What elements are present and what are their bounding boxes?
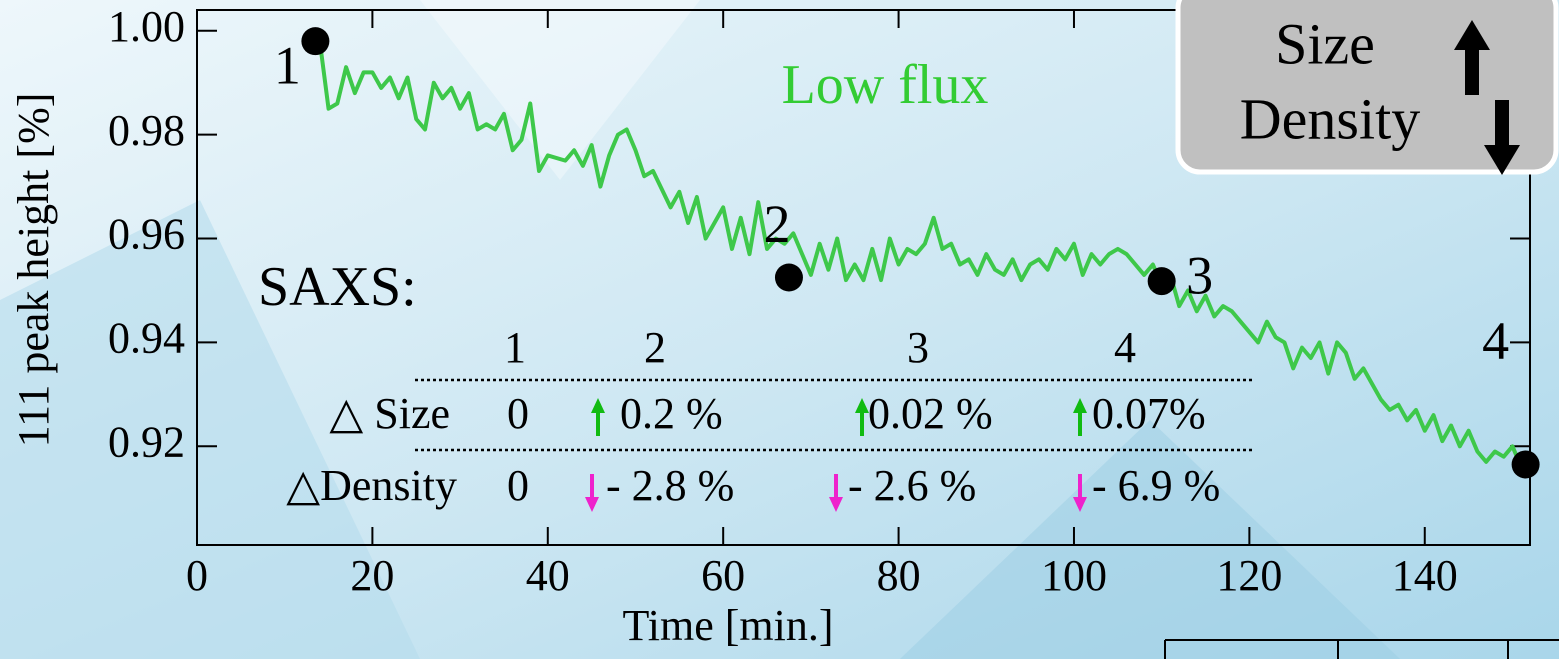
y-axis-label: 111 peak height [%] bbox=[9, 93, 58, 448]
x-tick-label: 0 bbox=[186, 551, 208, 600]
background-shape bbox=[900, 420, 1400, 659]
x-tick-label: 80 bbox=[877, 551, 921, 600]
y-tick-label: 0.96 bbox=[108, 210, 185, 259]
marker bbox=[1147, 267, 1176, 296]
arrow-up bbox=[591, 398, 605, 436]
arrow-down bbox=[1484, 100, 1520, 175]
table-cell: - 2.6 % bbox=[848, 461, 976, 510]
data-line bbox=[317, 40, 1524, 468]
table-cell: 0.2 % bbox=[620, 389, 723, 438]
background-shape bbox=[420, 0, 700, 180]
chart-title: Low flux bbox=[782, 54, 989, 116]
plot-frame bbox=[196, 9, 1531, 546]
x-tick-label: 140 bbox=[1392, 551, 1458, 600]
x-tick-label: 100 bbox=[1041, 551, 1107, 600]
saxs-title: SAXS: bbox=[258, 256, 417, 318]
y-tick-label: 0.94 bbox=[108, 314, 185, 363]
marker bbox=[1511, 450, 1540, 479]
marker-label: 3 bbox=[1186, 246, 1213, 306]
table-cell: 0 bbox=[507, 389, 529, 438]
x-tick-label: 120 bbox=[1216, 551, 1282, 600]
marker bbox=[774, 263, 803, 292]
arrow-up bbox=[1073, 398, 1087, 436]
box-text: Density bbox=[1240, 86, 1420, 151]
arrow-up bbox=[1454, 20, 1490, 95]
table-header: 4 bbox=[1114, 323, 1136, 372]
marker bbox=[301, 27, 330, 56]
legend-box: Size Density bbox=[1175, 0, 1559, 175]
x-tick-label: 20 bbox=[350, 551, 394, 600]
table-header: 1 bbox=[504, 323, 526, 372]
y-tick-label: 0.98 bbox=[108, 106, 185, 155]
table-cell: - 6.9 % bbox=[1092, 461, 1220, 510]
y-tick-label: 1.00 bbox=[108, 2, 185, 51]
y-tick-label: 0.92 bbox=[108, 417, 185, 466]
marker-label: 4 bbox=[1482, 311, 1509, 371]
row-label: △ Size bbox=[329, 389, 450, 438]
arrow-down bbox=[829, 474, 843, 512]
box-text: Size bbox=[1275, 11, 1375, 76]
table-cell: 0.07% bbox=[1092, 389, 1206, 438]
arrow-up bbox=[855, 398, 869, 436]
table-header: 3 bbox=[907, 323, 929, 372]
table-header: 2 bbox=[644, 323, 666, 372]
x-tick-label: 60 bbox=[701, 551, 745, 600]
x-tick-label: 40 bbox=[526, 551, 570, 600]
table-cell: 0 bbox=[507, 461, 529, 510]
marker-label: 1 bbox=[274, 36, 301, 96]
corner-table bbox=[1164, 639, 1559, 659]
marker-label: 2 bbox=[763, 194, 790, 254]
table-cell: 0.02 % bbox=[868, 389, 993, 438]
arrow-down bbox=[585, 474, 599, 512]
table-cell: - 2.8 % bbox=[606, 461, 734, 510]
x-axis-label: Time [min.] bbox=[622, 601, 833, 650]
row-label: △Density bbox=[286, 461, 457, 510]
arrow-down bbox=[1073, 474, 1087, 512]
